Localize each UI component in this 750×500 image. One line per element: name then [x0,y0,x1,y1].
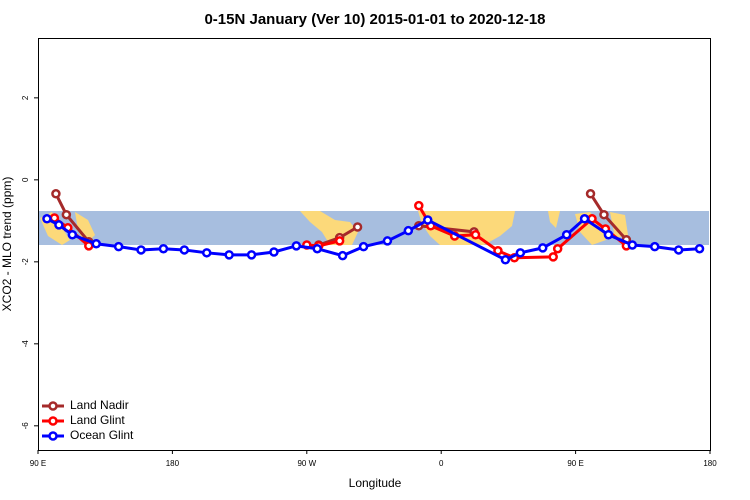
x-tick-label: 90 E [567,459,583,468]
data-point [91,239,101,249]
data-point [649,241,660,252]
data-point [291,241,302,251]
legend-marker [48,431,58,441]
data-point [627,240,638,250]
x-tick-label: 90 W [297,459,316,468]
data-point [414,200,424,211]
data-point [334,236,345,246]
data-point [136,245,146,255]
x-axis-label: Longitude [349,476,402,490]
chart-title: 0-15N January (Ver 10) 2015-01-01 to 202… [204,11,545,28]
data-point [158,243,169,254]
data-point [113,241,124,252]
x-tick-label: 0 [439,459,444,468]
legend-marker [48,401,58,411]
data-point [312,243,323,254]
data-point [382,236,393,246]
data-point [423,215,433,225]
y-tick-label: 2 [21,95,30,100]
data-point [515,248,526,258]
data-point [599,209,609,220]
y-tick-label: -2 [21,258,30,266]
data-point [51,189,61,199]
legend-label: Land Glint [70,413,125,427]
data-point [673,245,684,255]
data-point [548,252,558,262]
data-point [61,209,72,220]
data-point [603,230,614,240]
data-point [585,189,596,199]
x-tick-label: 180 [703,459,717,468]
x-tick-label: 90 E [30,459,46,468]
data-point [561,230,572,240]
data-point [403,225,414,236]
data-point [552,243,563,254]
data-point [337,250,348,261]
data-point [579,214,590,224]
y-axis-label: XCO2 - MLO trend (ppm) [0,177,14,312]
x-tick-label: 180 [166,459,180,468]
legend-label: Ocean Glint [70,428,134,442]
data-point [358,241,369,252]
data-point [269,247,279,257]
data-point [67,230,78,240]
data-point [500,255,511,265]
data-point [54,220,64,230]
y-tick-label: -6 [21,422,30,430]
data-point [470,230,481,240]
y-tick-label: 0 [21,177,30,182]
data-point [179,245,190,255]
data-point [537,243,548,253]
data-point [42,214,52,224]
data-point [246,250,257,260]
data-point [493,246,503,256]
data-point [201,248,212,258]
data-point [224,250,234,260]
legend-marker [48,416,58,426]
data-point [352,222,363,232]
data-point [694,243,705,254]
plot-frame [38,38,711,451]
legend-label: Land Nadir [70,398,129,412]
y-tick-label: -4 [21,340,30,348]
